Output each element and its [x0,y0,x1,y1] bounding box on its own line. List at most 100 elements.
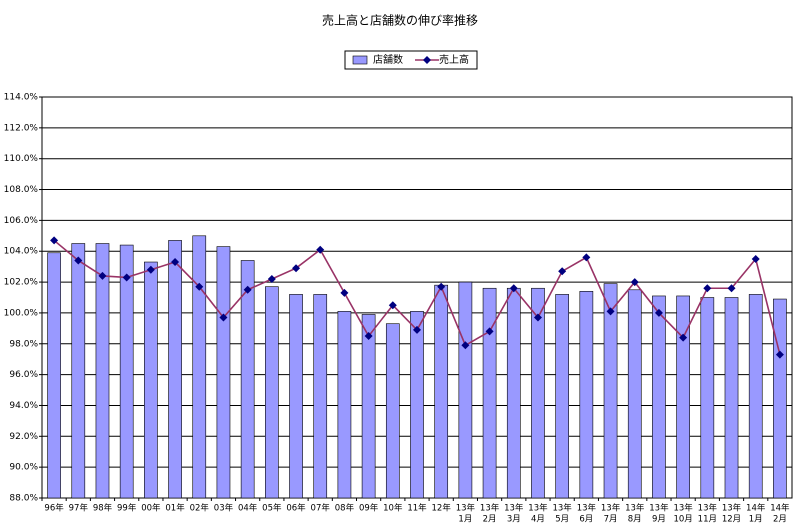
marker [122,273,131,282]
x-tick-label: 13年 [673,503,693,514]
bar [168,240,182,499]
bar [192,235,207,499]
x-tick-label: 13年 [456,503,476,514]
bar [434,284,449,499]
marker [437,282,446,291]
x-tick-label: 13年 [698,503,718,514]
y-tick-label: 108.0% [4,185,39,195]
marker [533,313,542,322]
x-tick-label: 5月 [555,515,569,525]
bar [700,297,715,499]
bar [385,323,400,499]
x-tick-label: 13年 [625,503,645,514]
x-tick-label: 1月 [749,515,763,525]
x-tick-label: 13年 [480,503,500,514]
x-tick-label: 13年 [722,503,742,514]
marker [582,253,591,262]
legend-marker [423,56,431,64]
x-tick-label: 2月 [483,515,497,525]
legend-box [344,50,478,70]
bar [531,287,545,499]
bar [603,283,618,499]
marker [219,313,228,322]
marker [74,256,83,265]
x-tick-label: 05年 [262,503,282,514]
x-tick-label: 98年 [93,503,113,514]
x-tick-label: 13年 [649,503,669,514]
x-tick-label: 14年 [746,503,766,514]
x-tick-label: 9月 [652,515,666,525]
marker [630,278,639,287]
marker [98,271,107,280]
bar [579,291,594,499]
legend-label: 店舗数 [373,53,403,66]
marker [292,264,301,273]
y-tick-label: 98.0% [9,339,38,349]
marker [775,350,784,359]
marker [654,308,663,317]
x-tick-label: 2月 [773,515,787,525]
legend-label: 売上高 [439,53,469,66]
x-tick-label: 97年 [69,503,89,514]
bar [337,311,352,499]
bar [652,295,666,499]
x-tick-label: 96年 [44,503,64,514]
marker [364,332,373,341]
marker [267,274,276,283]
x-tick-label: 00年 [141,503,161,514]
y-tick-label: 112.0% [4,123,39,133]
x-tick-label: 7月 [604,515,618,525]
bar [506,287,521,499]
marker [413,325,421,334]
marker [727,284,736,293]
x-tick-label: 3月 [507,515,521,525]
x-tick-label: 13年 [577,503,597,514]
x-tick-label: 10年 [383,503,403,514]
bar [555,294,569,499]
x-tick-label: 99年 [117,503,137,514]
bar [410,311,424,499]
x-tick-label: 12月 [722,515,741,525]
x-tick-label: 08年 [335,503,355,514]
x-tick-label: 13年 [528,503,548,514]
bar [724,297,739,499]
bar [95,243,110,499]
y-tick-label: 102.0% [4,278,39,288]
marker [50,236,59,245]
bar [361,314,376,499]
x-tick-label: 13年 [601,503,621,514]
y-tick-label: 114.0% [4,93,39,103]
bar [71,243,86,499]
x-tick-label: 11月 [698,515,717,525]
bar [676,295,690,499]
marker [171,258,180,267]
y-tick-label: 90.0% [9,463,38,473]
bar [289,294,303,499]
chart-title: 売上高と店舗数の伸び率推移 [322,13,478,28]
x-tick-label: 06年 [286,503,306,514]
y-tick-label: 100.0% [4,308,39,318]
x-tick-label: 03年 [214,503,234,514]
marker [340,288,349,297]
marker [146,265,155,274]
x-tick-label: 6月 [579,515,593,525]
bar [773,298,787,499]
bar [482,287,497,499]
marker [485,327,494,336]
x-tick-label: 14年 [770,503,790,514]
x-tick-label: 02年 [190,503,210,514]
marker [388,301,397,310]
x-tick-label: 4月 [531,515,545,525]
x-tick-label: 11年 [407,503,427,514]
marker [679,333,688,342]
bar [216,246,231,499]
bar [119,244,134,499]
x-tick-label: 01年 [165,503,185,514]
y-tick-label: 94.0% [9,401,38,411]
x-tick-label: 07年 [311,503,331,514]
y-tick-label: 92.0% [9,432,38,442]
x-tick-label: 10月 [673,515,692,525]
x-tick-label: 09年 [359,503,379,514]
bar [265,286,279,499]
